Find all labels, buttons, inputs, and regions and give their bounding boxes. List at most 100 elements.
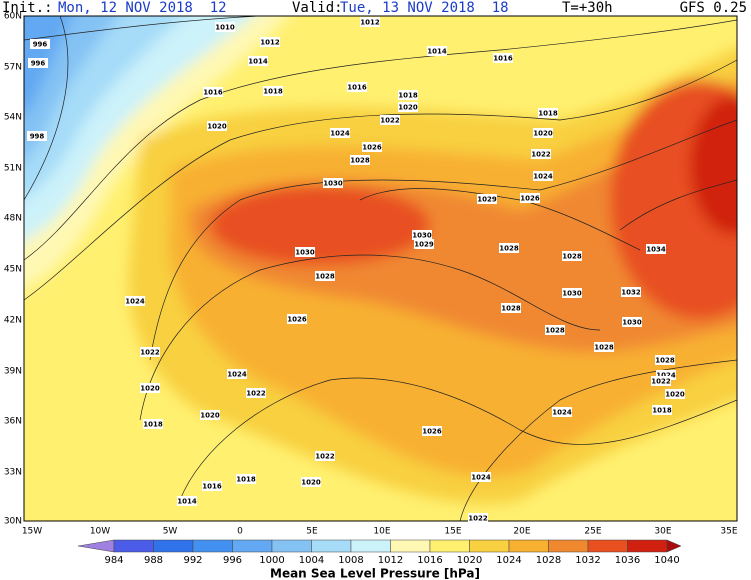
lon-label: 25E xyxy=(584,527,601,537)
isobar-label: 1030 xyxy=(412,232,432,240)
colorbar-cell xyxy=(429,539,470,553)
valid-label: Valid: xyxy=(292,0,343,16)
isobar-label-box xyxy=(652,405,672,415)
isobar-label-box xyxy=(143,419,163,429)
isobar-label-box xyxy=(236,474,256,484)
isobar-line xyxy=(24,59,737,301)
isobar-label-box xyxy=(533,171,553,181)
isobar-label: 1024 xyxy=(330,130,350,138)
isobar-label: 1024 xyxy=(533,173,553,181)
colorbar-cell xyxy=(192,539,233,553)
isobar-line xyxy=(619,179,737,231)
isobar-label-box xyxy=(301,477,321,487)
lat-label: 33N xyxy=(4,468,22,478)
isobar-label: 1018 xyxy=(538,110,558,118)
isobar-label: 1026 xyxy=(520,195,540,203)
lat-label: 57N xyxy=(4,63,22,73)
isobar-label-box xyxy=(651,376,671,386)
isobar-label: 1028 xyxy=(499,245,519,253)
lon-label: 10E xyxy=(373,527,390,537)
lon-label: 35E xyxy=(720,527,737,537)
isobar-label-box xyxy=(414,239,434,249)
isobar-label: 1024 xyxy=(552,409,572,417)
colorbar-cell xyxy=(113,539,154,553)
lon-label: 10W xyxy=(90,527,110,537)
colorbar-cell xyxy=(390,539,431,553)
isobar-label-box xyxy=(501,303,521,313)
colorbar-label: 1000 xyxy=(259,555,284,566)
isobar-label-box xyxy=(200,410,220,420)
colorbar-title: Mean Sea Level Pressure [hPa] xyxy=(270,567,480,580)
lon-label: 0 xyxy=(237,527,243,537)
map-frame xyxy=(23,15,738,522)
isobar-label: 1028 xyxy=(350,157,370,165)
isobar-label-box xyxy=(323,178,343,188)
lat-label: 54N xyxy=(4,113,22,123)
isobar-label: 1024 xyxy=(125,298,145,306)
valid-time: Tue, 13 NOV 2018 18 xyxy=(340,0,509,16)
field-region xyxy=(190,106,737,353)
isobar-label: 1026 xyxy=(362,144,382,152)
init-label: Init.: xyxy=(2,0,53,16)
colorbar-label: 996 xyxy=(223,555,242,566)
colorbar-arrow-low xyxy=(77,539,115,553)
field-region xyxy=(690,95,737,235)
isobar-label: 1022 xyxy=(315,453,335,461)
lon-label: 5W xyxy=(163,527,178,537)
isobar-label-box xyxy=(427,46,447,56)
colorbar-cell xyxy=(311,539,352,553)
isobar-label-box xyxy=(347,82,367,92)
isobars xyxy=(24,16,737,521)
isobar-line xyxy=(24,16,69,201)
isobar-label: 1020 xyxy=(301,479,321,487)
isobar-label: 1028 xyxy=(545,327,565,335)
isobar-label-box xyxy=(287,314,307,324)
isobar-label: 996 xyxy=(33,41,48,49)
lat-label: 48N xyxy=(4,214,22,224)
isobar-label-box xyxy=(531,149,551,159)
isobar-label-box xyxy=(227,369,247,379)
isobar-label-box xyxy=(621,287,641,297)
lat-label: 60N xyxy=(4,12,22,22)
isobar-label: 1028 xyxy=(315,273,335,281)
isobar-label-box xyxy=(330,128,350,138)
isobar-label: 1024 xyxy=(471,474,491,482)
colorbar-label: 1008 xyxy=(338,555,363,566)
isobar-label-box xyxy=(520,193,540,203)
colorbar-label: 1036 xyxy=(615,555,640,566)
colorbar-cell xyxy=(469,539,510,553)
isobar-label-box xyxy=(315,451,335,461)
isobar-label-box xyxy=(499,243,519,253)
isobar-label: 1016 xyxy=(203,89,223,97)
colorbar-label: 1004 xyxy=(299,555,324,566)
isobar-label-box xyxy=(295,247,315,257)
isobar-label: 1030 xyxy=(295,249,315,257)
isobar-label-box xyxy=(350,155,370,165)
isobar-label-box xyxy=(246,388,266,398)
isobar-label: 1012 xyxy=(260,39,280,47)
isobar-label: 996 xyxy=(31,60,46,68)
lon-label: 15W xyxy=(22,527,42,537)
field-region xyxy=(210,185,430,265)
isobar-label: 1020 xyxy=(200,412,220,420)
isobar-label-box xyxy=(140,383,160,393)
field-blend xyxy=(24,16,737,504)
colorbar-cell xyxy=(232,539,273,553)
isobar-label-box xyxy=(263,86,283,96)
isobar-label: 1018 xyxy=(263,88,283,96)
isobar-label: 1028 xyxy=(655,357,675,365)
isobar-label-box xyxy=(207,121,227,131)
isobar-label-box xyxy=(380,115,400,125)
isobar-label-box xyxy=(140,347,160,357)
pressure-field xyxy=(24,16,737,521)
isobar-label-box xyxy=(468,513,488,523)
isobar-label: 1024 xyxy=(656,372,676,380)
isobar-label-box xyxy=(665,389,685,399)
isobar-label: 1020 xyxy=(398,104,418,112)
isobar-label: 1030 xyxy=(323,180,343,188)
lat-label: 30N xyxy=(4,517,22,527)
lat-label: 51N xyxy=(4,164,22,174)
isobar-label-box xyxy=(177,496,197,506)
colorbar-cell xyxy=(587,539,628,553)
colorbar-cell xyxy=(271,539,312,553)
